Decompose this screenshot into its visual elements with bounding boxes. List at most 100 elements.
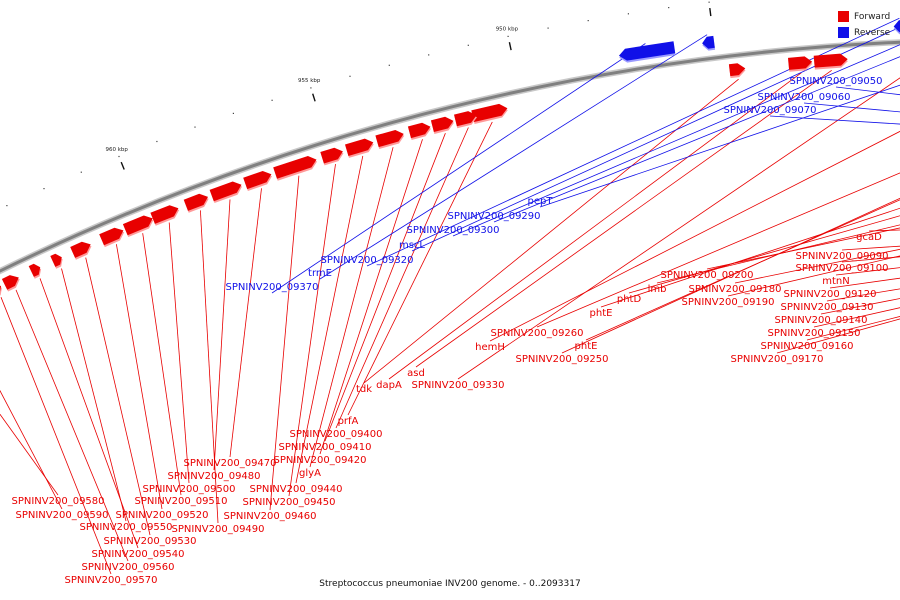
forward-leader bbox=[142, 233, 182, 496]
forward-gene-label: dapA bbox=[376, 380, 402, 391]
forward-gene-label: phtE bbox=[575, 341, 598, 352]
forward-gene-label: SPNINV200_09260 bbox=[490, 328, 583, 339]
forward-gene-spninv200-09460 bbox=[273, 156, 317, 179]
forward-leader bbox=[116, 244, 163, 510]
forward-gene-label: SPNINV200_09570 bbox=[64, 575, 157, 586]
forward-leader bbox=[85, 257, 151, 536]
forward-gene-prfa bbox=[471, 103, 508, 122]
reverse-leader bbox=[366, 17, 900, 267]
forward-gene-spninv200-09510 bbox=[122, 215, 153, 236]
forward-gene-label: SPNINV200_09480 bbox=[167, 471, 260, 482]
reverse-gene-label: SPNINV200_09370 bbox=[225, 282, 318, 293]
forward-gene-asd bbox=[813, 53, 848, 68]
forward-leader bbox=[0, 413, 59, 496]
forward-gene-spninv200-09550 bbox=[50, 253, 62, 267]
tick-label: 950 kbp bbox=[496, 27, 519, 33]
major-tick bbox=[120, 161, 125, 170]
forward-leader bbox=[656, 224, 900, 284]
forward-gene-label: SPNINV200_09540 bbox=[91, 549, 184, 560]
minor-tick bbox=[118, 155, 120, 158]
legend-item-reverse: Reverse bbox=[838, 25, 898, 40]
forward-leader bbox=[15, 289, 129, 562]
major-tick bbox=[709, 8, 712, 17]
forward-gene-label: SPNINV200_09500 bbox=[142, 484, 235, 495]
forward-gene-label: SPNINV200_09530 bbox=[103, 536, 196, 547]
forward-leader bbox=[0, 389, 63, 510]
reverse-gene-label: mscL bbox=[399, 240, 425, 251]
forward-gene-label: phtD bbox=[617, 294, 642, 305]
minor-tick bbox=[507, 35, 509, 37]
forward-gene-spninv200-09440 bbox=[345, 138, 374, 156]
tick-label: 955 kbp bbox=[298, 78, 321, 84]
forward-gene-label: mtnN bbox=[822, 276, 849, 287]
forward-gene-spninv200-09480 bbox=[209, 181, 242, 202]
forward-gene-label: SPNINV200_09200 bbox=[660, 270, 753, 281]
forward-leader bbox=[61, 268, 127, 522]
forward-gene-label: gcaD bbox=[856, 232, 882, 243]
reverse-gene-label: trmE bbox=[308, 268, 332, 279]
forward-gene-label: SPNINV200_09510 bbox=[134, 496, 227, 507]
reverse-leader bbox=[803, 102, 900, 113]
tick-label: 960 kbp bbox=[105, 147, 128, 153]
forward-gene-label: SPNINV200_09090 bbox=[795, 251, 888, 262]
forward-leader bbox=[319, 139, 423, 455]
forward-leader bbox=[536, 172, 900, 328]
forward-gene-spninv200-09400 bbox=[454, 111, 477, 127]
forward-gene-label: SPNINV200_09160 bbox=[760, 341, 853, 352]
forward-gene-label: SPNINV200_09410 bbox=[278, 442, 371, 453]
forward-gene-label: SPNINV200_09560 bbox=[81, 562, 174, 573]
forward-gene-label: SPNINV200_09250 bbox=[515, 354, 608, 365]
forward-gene-label: SPNINV200_09580 bbox=[11, 496, 104, 507]
forward-gene-label: phtE bbox=[590, 308, 613, 319]
reverse-leader bbox=[271, 43, 646, 294]
forward-leader bbox=[628, 215, 900, 294]
minor-tick bbox=[627, 13, 629, 15]
minor-tick bbox=[232, 112, 234, 114]
minor-tick bbox=[349, 75, 351, 77]
major-tick bbox=[312, 93, 316, 102]
forward-gene-label: SPNINV200_09180 bbox=[688, 284, 781, 295]
forward-gene-spninv200-09450 bbox=[320, 147, 343, 164]
forward-gene-label: lmb bbox=[648, 284, 667, 295]
forward-leader bbox=[168, 222, 190, 484]
forward-leader bbox=[269, 175, 300, 511]
minor-tick bbox=[668, 7, 670, 9]
forward-leader bbox=[200, 210, 219, 524]
forward-leader bbox=[561, 197, 900, 354]
forward-gene-label: prfA bbox=[338, 416, 359, 427]
forward-gene-label: SPNINV200_09330 bbox=[411, 380, 504, 391]
forward-gene-label: SPNINV200_09100 bbox=[795, 263, 888, 274]
forward-gene-label: SPNINV200_09140 bbox=[774, 315, 867, 326]
forward-gene-spninv200-09560 bbox=[1, 275, 19, 290]
legend-label-forward: Forward bbox=[854, 11, 891, 22]
minor-tick bbox=[80, 171, 82, 173]
forward-gene-label: SPNINV200_09150 bbox=[767, 328, 860, 339]
forward-leader bbox=[585, 199, 900, 341]
forward-gene-label: SPNINV200_09440 bbox=[249, 484, 342, 495]
forward-leader bbox=[213, 199, 231, 471]
forward-gene-spninv200-09530 bbox=[70, 241, 91, 258]
forward-leader bbox=[727, 255, 900, 297]
genome-caption: Streptococcus pneumoniae INV200 genome. … bbox=[319, 579, 581, 589]
forward-leader bbox=[388, 72, 802, 380]
minor-tick bbox=[467, 44, 469, 46]
forward-gene-spninv200-09570 bbox=[0, 285, 1, 292]
reverse-leader bbox=[319, 34, 708, 280]
forward-gene-label: SPNINV200_09120 bbox=[783, 289, 876, 300]
gene-arrows bbox=[0, 20, 900, 296]
forward-gene-spninv200-09420 bbox=[407, 122, 431, 139]
forward-gene-label: tdk bbox=[356, 384, 372, 395]
forward-leader bbox=[309, 147, 394, 468]
forward-swatch bbox=[838, 11, 849, 22]
major-tick bbox=[508, 42, 512, 51]
forward-leader bbox=[734, 248, 900, 284]
legend-item-forward: Forward bbox=[838, 9, 898, 24]
forward-leader bbox=[324, 133, 446, 442]
backbone-shadow bbox=[0, 39, 900, 275]
forward-gene-label: SPNINV200_09550 bbox=[79, 522, 172, 533]
reverse-gene-spninv200-09370 bbox=[618, 41, 676, 61]
forward-gene-label: SPNINV200_09170 bbox=[730, 354, 823, 365]
reverse-leader bbox=[769, 115, 900, 125]
forward-leader bbox=[457, 77, 900, 380]
